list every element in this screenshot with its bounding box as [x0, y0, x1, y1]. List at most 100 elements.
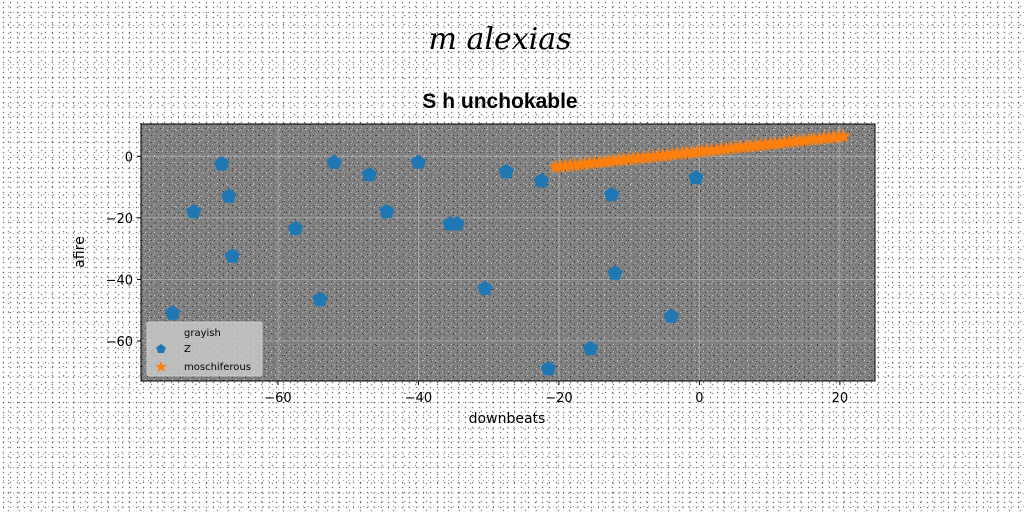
- moschiferous-point: [806, 131, 822, 146]
- legend: grayish Z moschiferous: [146, 321, 263, 377]
- moschiferous-point: [606, 152, 622, 168]
- moschiferous-point: [835, 128, 851, 143]
- moschiferous-point: [572, 156, 588, 171]
- legend-moschiferous-star: [155, 361, 167, 372]
- y-tick-label: −40: [106, 273, 133, 288]
- moschiferous-point: [635, 149, 651, 165]
- moschiferous-point: [640, 149, 656, 164]
- legend-marker-z: [156, 344, 166, 353]
- moschiferous-point: [762, 136, 778, 151]
- series-moschiferous: [547, 128, 851, 174]
- x-axis-label: downbeats: [469, 411, 546, 427]
- y-axis-ticks: −60 −40 −20 0: [106, 150, 141, 350]
- z-point: [224, 248, 240, 263]
- moschiferous-point: [664, 146, 681, 161]
- z-point: [165, 305, 181, 320]
- moschiferous-point: [699, 142, 715, 158]
- moschiferous-point: [650, 148, 666, 163]
- moschiferous-point: [728, 139, 744, 155]
- z-point: [582, 340, 599, 356]
- z-point: [186, 203, 202, 219]
- y-tick-label: −60: [106, 335, 133, 350]
- moschiferous-point: [684, 144, 700, 159]
- x-tick-label: 0: [695, 391, 703, 406]
- moschiferous-point: [674, 145, 690, 160]
- legend-label-moschiferous: moschiferous: [184, 362, 251, 373]
- y-tick-label: −20: [106, 212, 133, 227]
- x-tick-label: 20: [832, 391, 849, 406]
- z-point: [604, 186, 620, 202]
- z-point: [540, 360, 556, 376]
- moschiferous-point: [679, 145, 695, 160]
- moschiferous-point: [577, 156, 593, 171]
- moschiferous-point: [723, 140, 739, 155]
- z-point: [449, 216, 465, 231]
- z-point: [379, 203, 395, 219]
- moschiferous-point: [616, 151, 632, 167]
- moschiferous-point: [777, 134, 793, 149]
- moschiferous-point: [645, 148, 661, 164]
- moschiferous-point: [669, 146, 685, 161]
- moschiferous-point: [552, 158, 568, 173]
- moschiferous-point: [601, 153, 617, 168]
- moschiferous-point: [791, 133, 808, 148]
- plot-frame: [140, 123, 876, 382]
- moschiferous-point: [772, 135, 788, 150]
- moschiferous-point: [547, 159, 563, 174]
- z-point: [688, 169, 704, 185]
- moschiferous-point: [747, 137, 764, 153]
- legend-label-z: Z: [184, 344, 191, 355]
- y-tick-label: 0: [125, 150, 133, 165]
- moschiferous-point: [796, 132, 812, 147]
- moschiferous-point: [752, 137, 768, 152]
- z-point: [221, 188, 237, 203]
- moschiferous-point: [821, 129, 837, 145]
- moschiferous-point: [625, 150, 642, 166]
- moschiferous-point: [621, 151, 637, 166]
- moschiferous-point: [816, 130, 832, 145]
- legend-z-pentagon: [156, 344, 166, 353]
- moschiferous-point: [708, 141, 725, 157]
- z-point: [361, 166, 377, 182]
- y-axis-label: afire: [72, 236, 88, 267]
- moschiferous-point: [567, 157, 583, 172]
- z-point: [498, 163, 514, 179]
- z-point: [287, 220, 304, 236]
- moschiferous-point: [757, 136, 773, 152]
- moschiferous-point: [591, 154, 607, 169]
- moschiferous-point: [562, 157, 578, 172]
- x-tick-label: −60: [264, 391, 291, 406]
- legend-box: [146, 321, 263, 377]
- moschiferous-point: [630, 150, 646, 165]
- moschiferous-point: [655, 147, 671, 163]
- moschiferous-point: [596, 153, 612, 169]
- moschiferous-point: [713, 141, 729, 156]
- x-tick-label: −20: [545, 391, 572, 406]
- moschiferous-point: [811, 130, 827, 146]
- figure-suptitle: m alexias: [428, 22, 572, 57]
- moschiferous-point: [586, 154, 603, 170]
- moschiferous-point: [694, 143, 710, 158]
- chart-title: S h unchokable: [422, 90, 577, 113]
- moschiferous-point: [582, 155, 598, 170]
- z-point: [477, 280, 493, 296]
- series-z: [165, 154, 704, 376]
- moschiferous-point: [718, 140, 734, 156]
- z-point: [533, 172, 549, 188]
- moschiferous-point: [787, 133, 803, 148]
- x-tick-label: −40: [405, 391, 432, 406]
- moschiferous-point: [826, 129, 842, 144]
- z-point: [607, 265, 623, 280]
- legend-label-grayish: grayish: [184, 328, 221, 339]
- moschiferous-point: [782, 134, 798, 149]
- z-point: [214, 156, 230, 171]
- moschiferous-point: [611, 152, 627, 167]
- z-point: [326, 154, 342, 169]
- grid-lines: [141, 124, 875, 381]
- z-point: [410, 154, 427, 169]
- moschiferous-point: [704, 142, 720, 157]
- moschiferous-point: [733, 139, 749, 154]
- legend-marker-moschiferous: [155, 361, 167, 372]
- moschiferous-point: [801, 132, 817, 147]
